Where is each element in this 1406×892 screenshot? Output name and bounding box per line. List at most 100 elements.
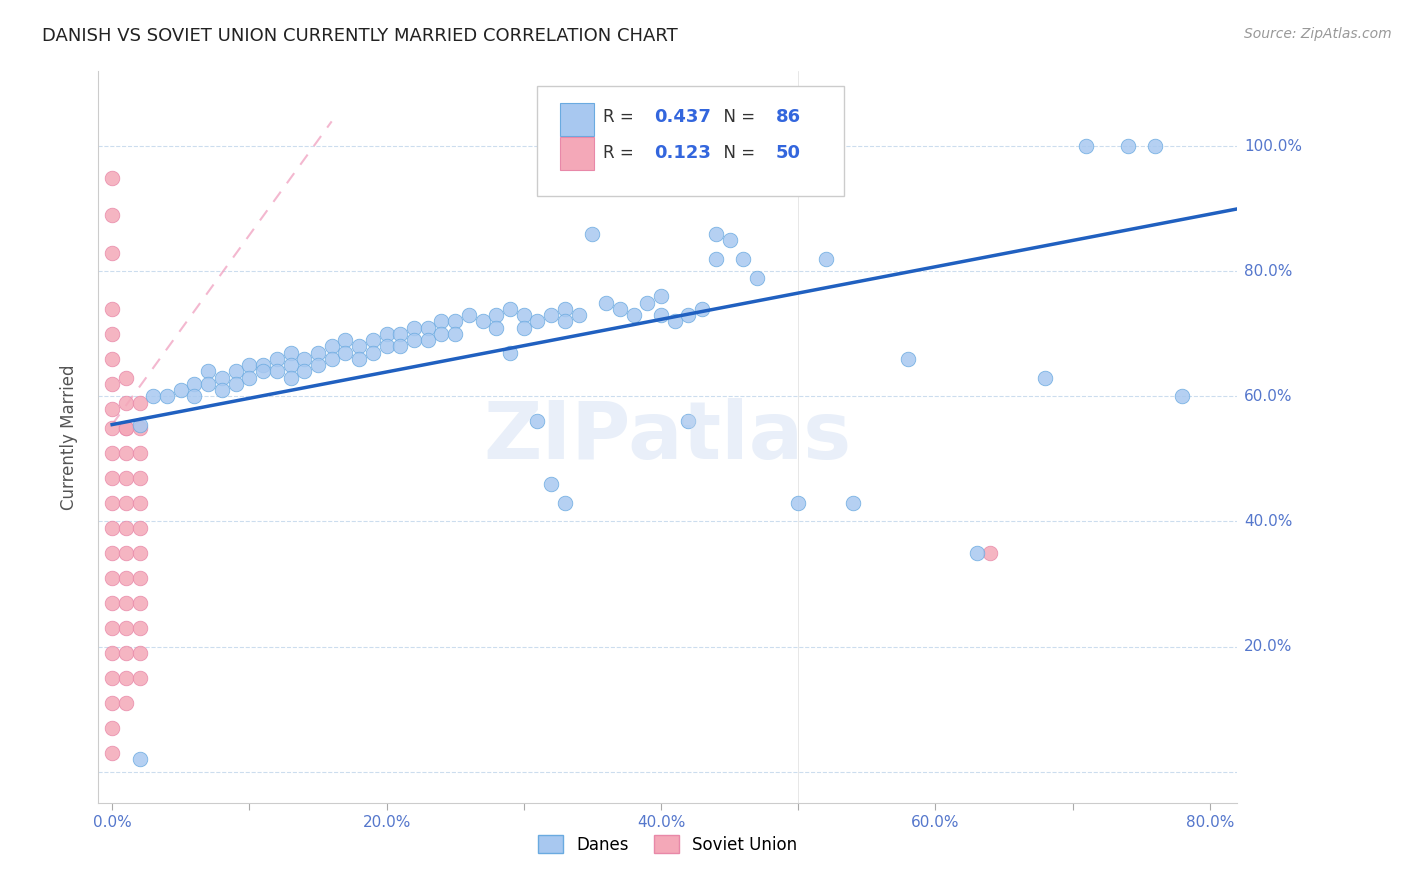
Point — [115, 420, 138, 434]
Point — [252, 364, 274, 378]
Point — [416, 333, 439, 347]
Point — [554, 496, 576, 510]
Text: 40.0%: 40.0% — [1244, 514, 1292, 529]
Text: 60.0%: 60.0% — [1244, 389, 1292, 404]
Point — [347, 351, 370, 366]
Point — [115, 671, 138, 685]
Text: 50: 50 — [776, 145, 801, 162]
Point — [280, 358, 302, 372]
Point — [142, 389, 165, 403]
Point — [170, 383, 193, 397]
Text: 86: 86 — [776, 109, 801, 127]
Point — [678, 308, 700, 322]
FancyBboxPatch shape — [560, 103, 593, 136]
Text: N =: N = — [713, 145, 761, 162]
Legend: Danes, Soviet Union: Danes, Soviet Union — [531, 829, 804, 860]
Point — [101, 621, 124, 635]
Point — [128, 621, 150, 635]
Point — [347, 339, 370, 353]
Point — [718, 233, 741, 247]
Point — [375, 326, 398, 341]
Point — [704, 252, 727, 266]
Point — [197, 364, 219, 378]
Point — [101, 420, 124, 434]
Point — [128, 671, 150, 685]
Point — [115, 571, 138, 585]
Point — [101, 326, 124, 341]
Point — [526, 414, 548, 428]
Point — [979, 546, 1001, 560]
Point — [554, 314, 576, 328]
Point — [128, 420, 150, 434]
Point — [499, 301, 522, 316]
Point — [1171, 389, 1194, 403]
Point — [101, 721, 124, 735]
Point — [101, 746, 124, 760]
Point — [444, 314, 467, 328]
Text: 0.123: 0.123 — [654, 145, 711, 162]
Point — [307, 345, 329, 359]
Point — [115, 420, 138, 434]
Text: R =: R = — [603, 145, 638, 162]
Point — [183, 376, 205, 391]
Point — [183, 389, 205, 403]
FancyBboxPatch shape — [537, 86, 845, 195]
Point — [128, 446, 150, 460]
Point — [733, 252, 755, 266]
Point — [787, 496, 810, 510]
Point — [361, 345, 384, 359]
Point — [128, 571, 150, 585]
Point — [115, 395, 138, 409]
Point — [211, 383, 233, 397]
Point — [101, 546, 124, 560]
Point — [499, 345, 522, 359]
Point — [402, 320, 425, 334]
Point — [101, 208, 124, 222]
Point — [292, 364, 315, 378]
Point — [128, 752, 150, 766]
Point — [101, 446, 124, 460]
Point — [636, 295, 658, 310]
Point — [1033, 370, 1056, 384]
Point — [115, 521, 138, 535]
Point — [292, 351, 315, 366]
Point — [128, 546, 150, 560]
Point — [101, 245, 124, 260]
Point — [101, 571, 124, 585]
Point — [115, 496, 138, 510]
Point — [128, 395, 150, 409]
Point — [745, 270, 768, 285]
Point — [471, 314, 494, 328]
Y-axis label: Currently Married: Currently Married — [59, 364, 77, 510]
Point — [402, 333, 425, 347]
Point — [115, 646, 138, 660]
Point — [650, 308, 672, 322]
Point — [115, 621, 138, 635]
Point — [115, 370, 138, 384]
Point — [389, 326, 412, 341]
Point — [211, 370, 233, 384]
Point — [321, 339, 343, 353]
Point — [513, 308, 536, 322]
Point — [101, 170, 124, 185]
Point — [335, 345, 357, 359]
Point — [128, 521, 150, 535]
FancyBboxPatch shape — [560, 137, 593, 170]
Point — [485, 320, 508, 334]
Point — [101, 496, 124, 510]
Point — [115, 471, 138, 485]
Point — [266, 351, 288, 366]
Point — [101, 301, 124, 316]
Text: DANISH VS SOVIET UNION CURRENTLY MARRIED CORRELATION CHART: DANISH VS SOVIET UNION CURRENTLY MARRIED… — [42, 27, 678, 45]
Point — [101, 521, 124, 535]
Point — [335, 333, 357, 347]
Point — [1116, 139, 1139, 153]
Point — [430, 314, 453, 328]
Point — [128, 596, 150, 610]
Point — [225, 364, 247, 378]
Point — [321, 351, 343, 366]
Point — [581, 227, 603, 241]
Point — [1143, 139, 1166, 153]
Point — [540, 308, 562, 322]
Point — [128, 471, 150, 485]
